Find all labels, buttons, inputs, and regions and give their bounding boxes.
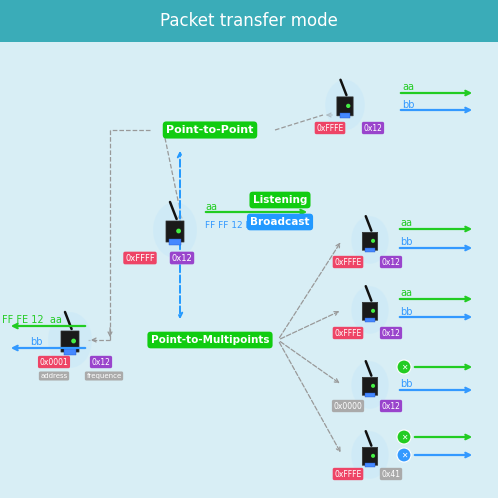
Text: 0x12: 0x12 (381, 329, 400, 338)
Circle shape (71, 339, 76, 344)
Text: bb: bb (402, 100, 414, 110)
Ellipse shape (351, 431, 389, 479)
Circle shape (371, 239, 375, 243)
Text: ✕: ✕ (401, 451, 407, 460)
Ellipse shape (153, 202, 197, 258)
Circle shape (346, 104, 351, 108)
Circle shape (371, 454, 375, 458)
FancyBboxPatch shape (363, 377, 377, 395)
FancyBboxPatch shape (166, 221, 184, 242)
Text: ✕: ✕ (401, 432, 407, 442)
Circle shape (397, 448, 411, 462)
Text: 0x12: 0x12 (172, 253, 192, 262)
FancyBboxPatch shape (337, 97, 353, 116)
Ellipse shape (351, 361, 389, 409)
Text: FF FF 12 bb: FF FF 12 bb (205, 221, 257, 230)
Text: 0xFFFE: 0xFFFE (334, 329, 362, 338)
FancyBboxPatch shape (365, 392, 375, 397)
Text: 0x41: 0x41 (381, 470, 400, 479)
Ellipse shape (351, 286, 389, 334)
Text: ✕: ✕ (401, 363, 407, 372)
Text: 0x0001: 0x0001 (40, 358, 68, 367)
Circle shape (371, 309, 375, 313)
Circle shape (176, 229, 181, 234)
Text: Point-to-Multipoints: Point-to-Multipoints (151, 335, 269, 345)
FancyBboxPatch shape (363, 233, 377, 250)
Text: 0xFFFE: 0xFFFE (334, 470, 362, 479)
Ellipse shape (351, 216, 389, 264)
Text: 0xFFFF: 0xFFFF (125, 253, 155, 262)
Text: aa: aa (402, 82, 414, 92)
Text: aa: aa (205, 202, 217, 212)
Text: bb: bb (30, 337, 42, 347)
Text: 0x12: 0x12 (381, 257, 400, 266)
Text: 0xFFFE: 0xFFFE (334, 257, 362, 266)
Text: bb: bb (400, 307, 412, 317)
Text: 0x12: 0x12 (364, 124, 382, 132)
Circle shape (397, 430, 411, 444)
Text: frequence: frequence (86, 373, 122, 379)
Text: FF FE 12  aa: FF FE 12 aa (2, 315, 62, 325)
Text: bb: bb (400, 237, 412, 247)
Ellipse shape (48, 312, 92, 368)
Text: 0xFFFE: 0xFFFE (316, 124, 344, 132)
Ellipse shape (325, 80, 365, 130)
Text: bb: bb (400, 379, 412, 389)
Circle shape (397, 360, 411, 374)
Text: aa: aa (400, 288, 412, 298)
FancyBboxPatch shape (363, 447, 377, 465)
FancyBboxPatch shape (365, 318, 375, 322)
Text: 0x12: 0x12 (381, 401, 400, 410)
FancyBboxPatch shape (61, 331, 79, 352)
Text: Packet transfer mode: Packet transfer mode (160, 12, 338, 30)
Circle shape (371, 384, 375, 388)
FancyBboxPatch shape (340, 113, 351, 118)
FancyBboxPatch shape (365, 248, 375, 252)
FancyBboxPatch shape (169, 239, 181, 245)
Text: aa: aa (400, 218, 412, 228)
Text: Broadcast: Broadcast (250, 217, 310, 227)
FancyBboxPatch shape (363, 302, 377, 320)
Text: Point-to-Point: Point-to-Point (166, 125, 253, 135)
FancyBboxPatch shape (0, 0, 498, 42)
Text: 0x0000: 0x0000 (334, 401, 363, 410)
Text: Listening: Listening (253, 195, 307, 205)
Text: address: address (40, 373, 68, 379)
FancyBboxPatch shape (64, 349, 76, 355)
FancyBboxPatch shape (365, 463, 375, 468)
Text: 0x12: 0x12 (92, 358, 111, 367)
